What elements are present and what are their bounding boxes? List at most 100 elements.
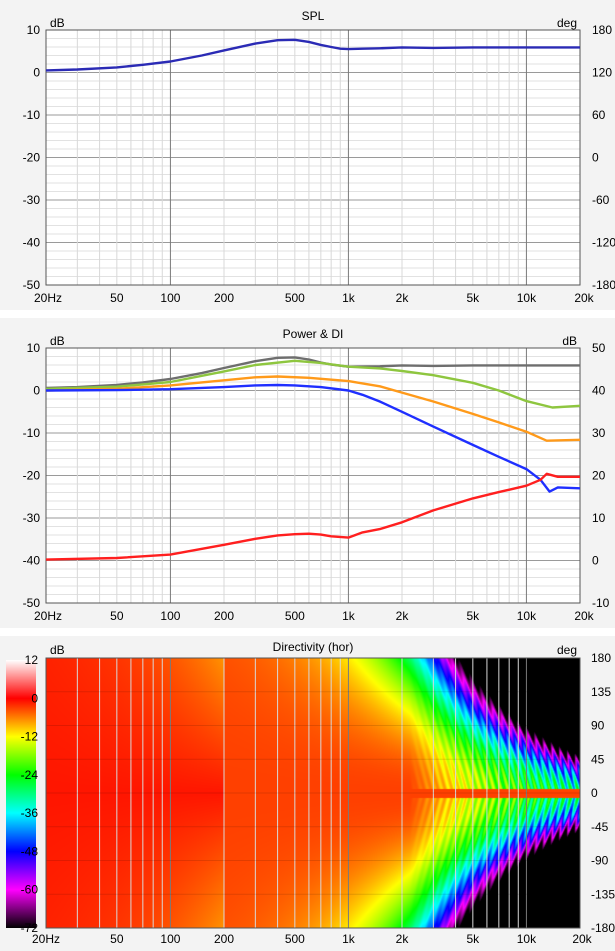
colorbar-tick-label: -24 — [21, 768, 39, 782]
spl-xtick-label: 200 — [214, 291, 234, 305]
power-di-y2tick-label: 40 — [592, 384, 606, 398]
directivity-xtick-label: 20k — [572, 932, 592, 946]
directivity-y2tick-label: -135 — [591, 887, 615, 901]
spl-xtick-label: 20k — [574, 291, 594, 305]
spl-ytick-label: 0 — [33, 66, 40, 80]
power-di-xtick-label: 2k — [396, 609, 410, 623]
power-di-ytick-label: -20 — [23, 469, 41, 483]
spl-xtick-label: 500 — [285, 291, 305, 305]
power-di-ytick-label: 0 — [33, 384, 40, 398]
power-di-xtick-label: 10k — [517, 609, 537, 623]
directivity-y2tick-label: -45 — [591, 820, 609, 834]
spl-ytick-label: -20 — [23, 151, 41, 165]
power-di-xtick-label: 20Hz — [34, 609, 62, 623]
power-di-ytick-label: -10 — [23, 426, 41, 440]
directivity-xtick-label: 50 — [110, 932, 124, 946]
directivity-ylabel-right: deg — [557, 643, 577, 657]
directivity-y2tick-label: -180 — [591, 921, 615, 935]
spl-y2tick-label: 0 — [592, 151, 599, 165]
colorbar-tick-label: -36 — [21, 806, 39, 820]
power-di-series-1-line — [46, 359, 580, 409]
power-di-ytick-label: -40 — [23, 554, 41, 568]
power-di-series-4-line — [46, 472, 580, 561]
power-di-series-3-line — [46, 383, 580, 493]
directivity-xtick-label: 500 — [285, 932, 305, 946]
power-di-y2tick-label: 20 — [592, 469, 606, 483]
spl-frame — [45, 29, 581, 286]
colorbar-tick-label: -12 — [21, 730, 39, 744]
power-di-ytick-label: 10 — [27, 341, 41, 355]
power-di-xtick-label: 1k — [342, 609, 356, 623]
directivity-heatmap — [46, 658, 580, 928]
spl-y2tick-label: 120 — [592, 66, 612, 80]
spl-xtick-label: 20Hz — [34, 291, 62, 305]
colorbar-tick-label: -60 — [21, 883, 39, 897]
spl-ytick-label: -10 — [23, 108, 41, 122]
power-di-ylabel-left: dB — [50, 334, 65, 348]
spl-xtick-label: 5k — [466, 291, 480, 305]
spl-series-0-line — [46, 38, 580, 72]
spl-ylabel-right: deg — [557, 16, 577, 30]
colorbar-tick-label: -72 — [21, 921, 39, 935]
power-di-y2tick-label: 10 — [592, 511, 606, 525]
spl-y2tick-label: -180 — [592, 278, 615, 292]
directivity-y2tick-label: -90 — [591, 854, 609, 868]
power-di-y2tick-label: 30 — [592, 426, 606, 440]
power-di-xtick-label: 5k — [466, 609, 480, 623]
directivity-grid — [45, 657, 581, 929]
directivity-title: Directivity (hor) — [273, 640, 354, 654]
power-di-xtick-label: 200 — [214, 609, 234, 623]
power-di-ylabel-right: dB — [562, 334, 577, 348]
directivity-y2tick-label: 0 — [591, 786, 598, 800]
power-di-series-0-line — [46, 356, 580, 390]
directivity-xtick-label: 2k — [396, 932, 410, 946]
directivity-y2tick-label: 180 — [591, 651, 611, 665]
power-di-ytick-label: -50 — [23, 596, 41, 610]
power-di-ytick-label: -30 — [23, 511, 41, 525]
directivity-xtick-label: 10k — [517, 932, 537, 946]
spl-ytick-label: 10 — [27, 23, 41, 37]
spl-y2tick-label: 60 — [592, 108, 606, 122]
power-di-y2tick-label: 50 — [592, 341, 606, 355]
directivity-y2tick-label: 90 — [591, 719, 605, 733]
spl-xtick-label: 10k — [517, 291, 537, 305]
power-di-xtick-label: 100 — [160, 609, 180, 623]
spl-y2tick-label: 180 — [592, 23, 612, 37]
spl-y2tick-label: -60 — [592, 193, 610, 207]
directivity-xtick-label: 5k — [466, 932, 480, 946]
directivity-y2tick-label: 45 — [591, 752, 605, 766]
directivity-y2tick-label: 135 — [591, 685, 611, 699]
spl-xtick-label: 50 — [110, 291, 124, 305]
power-di-xtick-label: 20k — [574, 609, 594, 623]
colorbar — [6, 660, 36, 928]
directivity-xtick-label: 1k — [342, 932, 356, 946]
directivity-xtick-label: 100 — [160, 932, 180, 946]
power-di-series-2-line — [46, 375, 580, 442]
spl-ytick-label: -50 — [23, 278, 41, 292]
directivity-frame — [45, 657, 581, 929]
spl-y2tick-label: -120 — [592, 236, 615, 250]
colorbar-tick-label: -48 — [21, 844, 39, 858]
power-di-xtick-label: 500 — [285, 609, 305, 623]
directivity-ylabel-left: dB — [50, 643, 65, 657]
power-di-grid — [45, 347, 581, 604]
power-di-frame — [45, 347, 581, 604]
power-di-title: Power & DI — [283, 327, 344, 341]
spl-title: SPL — [302, 9, 325, 23]
spl-ytick-label: -30 — [23, 193, 41, 207]
power-di-xtick-label: 50 — [110, 609, 124, 623]
spl-ytick-label: -40 — [23, 236, 41, 250]
spl-xtick-label: 100 — [160, 291, 180, 305]
directivity-chart: Directivity (hor) dB deg 180 135 90 45 0 -45 -90 -… — [0, 636, 615, 951]
directivity-xtick-label: 200 — [214, 932, 234, 946]
colorbar-tick-label: 0 — [31, 691, 38, 705]
colorbar-tick-label: 12 — [25, 653, 39, 667]
spl-xtick-label: 2k — [396, 291, 410, 305]
power-di-y2tick-label: -10 — [592, 596, 610, 610]
spl-xtick-label: 1k — [342, 291, 356, 305]
directivity-xtick-label: 20Hz — [32, 932, 60, 946]
power-di-y2tick-label: 0 — [592, 554, 599, 568]
